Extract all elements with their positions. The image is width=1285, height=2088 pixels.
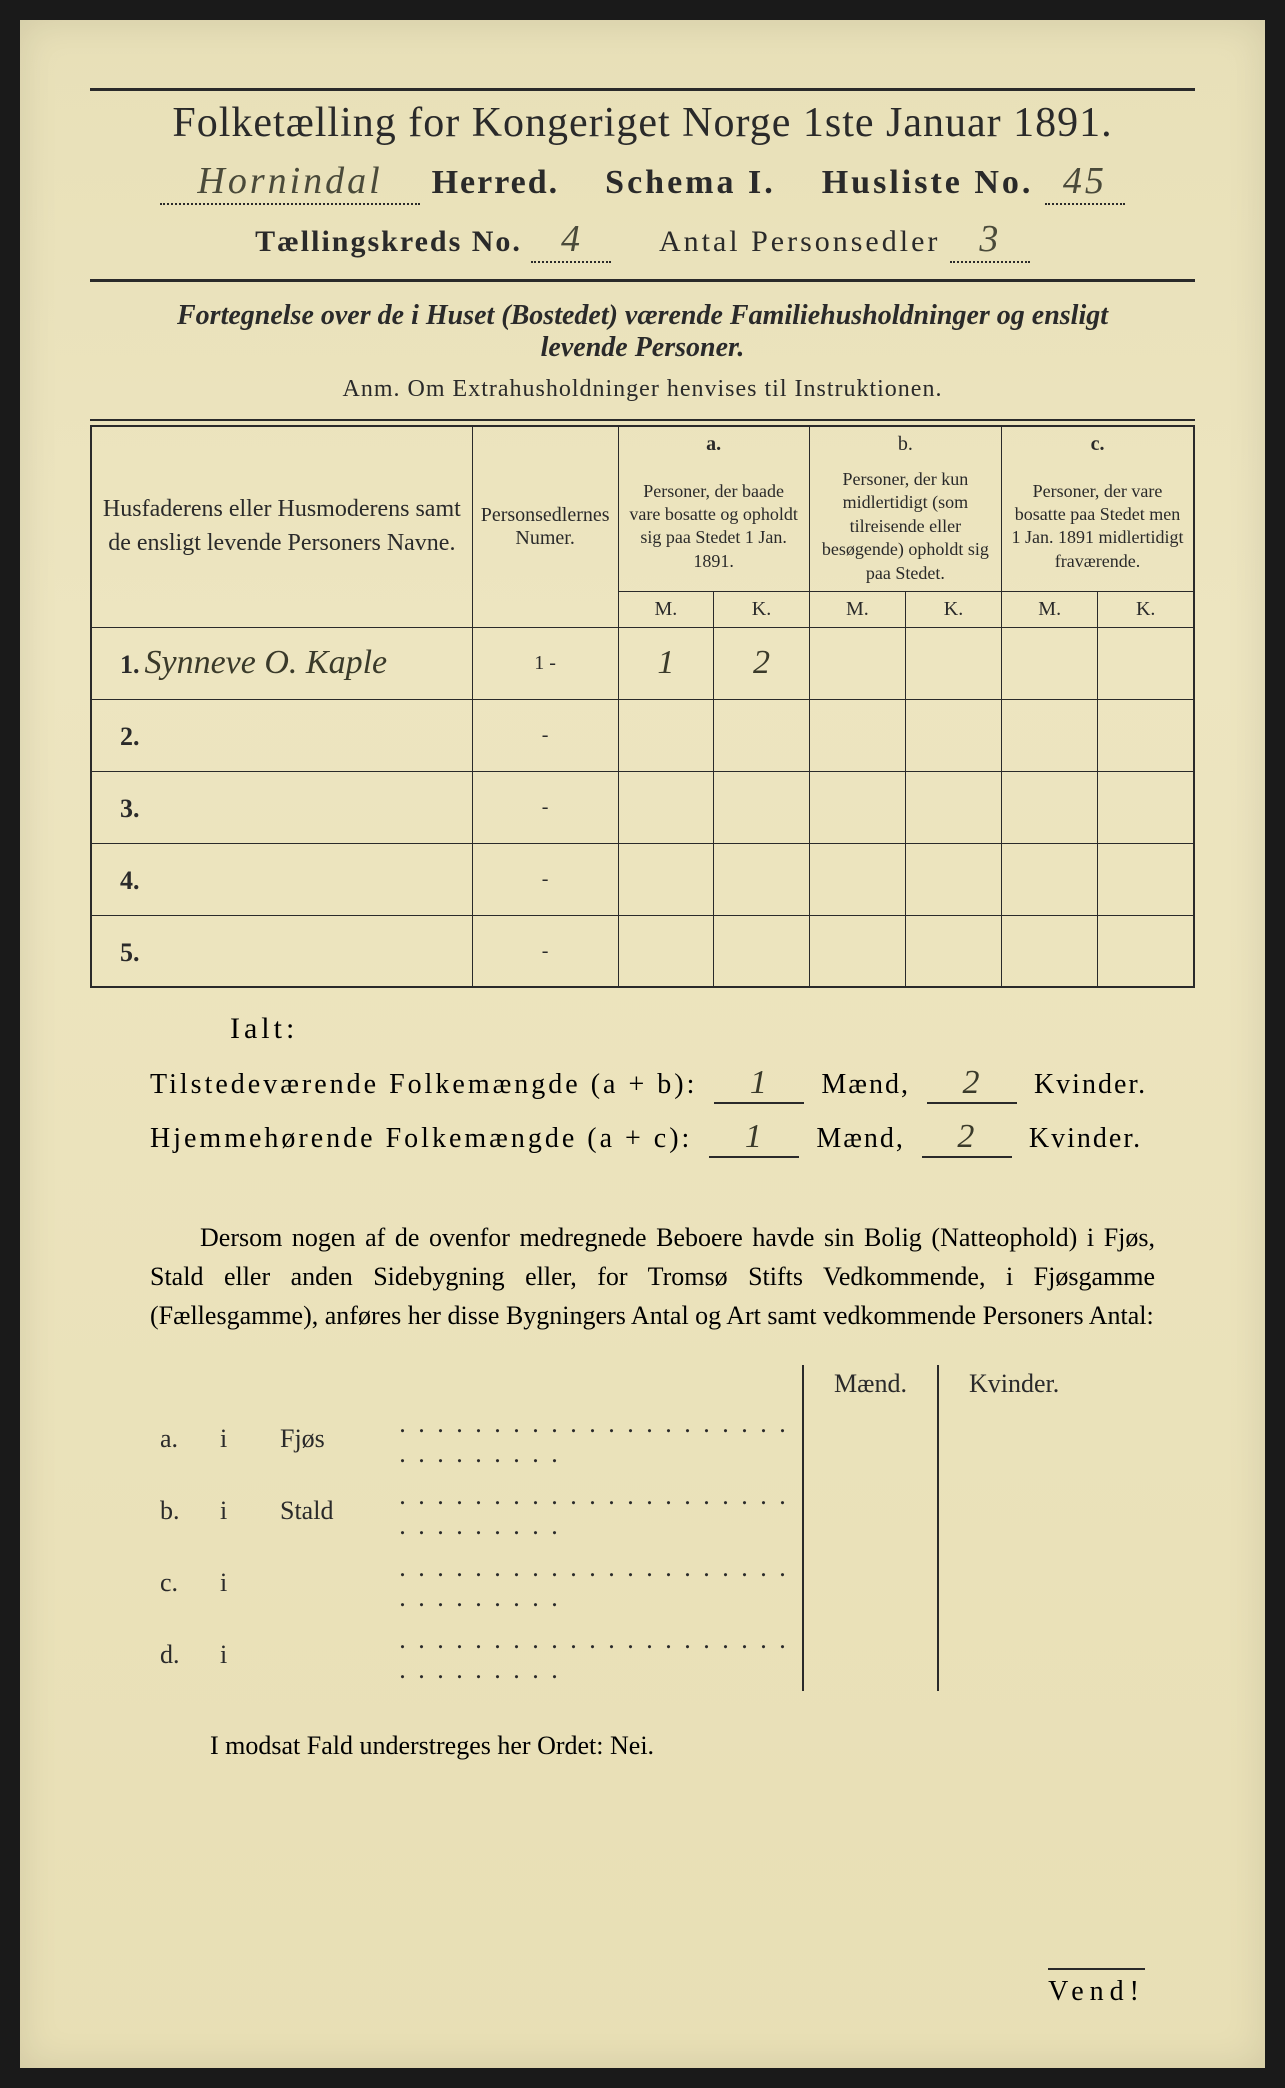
row-name-cell: 5. bbox=[91, 915, 472, 987]
table-row: 1. Synneve O. Kaple1 -12 bbox=[91, 627, 1194, 699]
row-c-k bbox=[1098, 771, 1194, 843]
col-numer: Personsedlernes Numer. bbox=[472, 426, 618, 627]
c-k: K. bbox=[1098, 591, 1194, 627]
buildings-table: Mænd. Kvinder. a.iFjøs. . . . . . . . . … bbox=[150, 1365, 1089, 1691]
row-b-m bbox=[809, 915, 905, 987]
row-name-cell: 4. bbox=[91, 843, 472, 915]
personsedler-label: Antal Personsedler bbox=[659, 225, 940, 258]
row-a-k: 2 bbox=[714, 627, 809, 699]
main-title: Folketælling for Kongeriget Norge 1ste J… bbox=[90, 99, 1195, 147]
row-b-k bbox=[905, 627, 1001, 699]
table-row: 2. - bbox=[91, 699, 1194, 771]
row-c-m bbox=[1002, 843, 1098, 915]
building-row: c.i. . . . . . . . . . . . . . . . . . .… bbox=[150, 1547, 1089, 1619]
bld-maend: Mænd. bbox=[803, 1365, 938, 1403]
col-a-text: Personer, der baade vare bosatte og opho… bbox=[618, 462, 809, 591]
kreds-value: 4 bbox=[531, 217, 611, 263]
table-row: 3. - bbox=[91, 771, 1194, 843]
row-a-m bbox=[618, 771, 714, 843]
row-numer: - bbox=[472, 771, 618, 843]
building-row: a.iFjøs. . . . . . . . . . . . . . . . .… bbox=[150, 1403, 1089, 1475]
row-b-k bbox=[905, 699, 1001, 771]
header-line-2: Hornindal Herred. Schema I. Husliste No.… bbox=[90, 159, 1195, 205]
row-c-k bbox=[1098, 699, 1194, 771]
anm-note: Anm. Om Extrahusholdninger henvises til … bbox=[90, 376, 1195, 403]
row-c-m bbox=[1002, 627, 1098, 699]
buildings-paragraph: Dersom nogen af de ovenfor medregnede Be… bbox=[150, 1218, 1155, 1335]
row-a-k bbox=[714, 915, 809, 987]
b-m: M. bbox=[809, 591, 905, 627]
row-a-k bbox=[714, 843, 809, 915]
row-c-m bbox=[1002, 771, 1098, 843]
modsat-line: I modsat Fald understreges her Ordet: Ne… bbox=[210, 1731, 1195, 1761]
col-b-text: Personer, der kun midlertidigt (som tilr… bbox=[809, 462, 1001, 591]
c-m: M. bbox=[1002, 591, 1098, 627]
row-b-k bbox=[905, 771, 1001, 843]
tilstede-k: 2 bbox=[927, 1064, 1017, 1104]
ialt-label: Ialt: bbox=[230, 1012, 1195, 1046]
personsedler-value: 3 bbox=[950, 217, 1030, 263]
bld-kvinder: Kvinder. bbox=[938, 1365, 1089, 1403]
col-a-label: a. bbox=[618, 426, 809, 462]
subtitle-line2: levende Personer. bbox=[541, 332, 745, 363]
row-c-k bbox=[1098, 627, 1194, 699]
row-a-m: 1 bbox=[618, 627, 714, 699]
subtitle-line1: Fortegnelse over de i Huset (Bostedet) v… bbox=[177, 300, 1108, 331]
hjemme-line: Hjemmehørende Folkemængde (a + c): 1 Mæn… bbox=[150, 1118, 1195, 1158]
row-name-cell: 1. Synneve O. Kaple bbox=[91, 627, 472, 699]
row-a-k bbox=[714, 699, 809, 771]
husliste-value: 45 bbox=[1045, 159, 1125, 205]
tilstede-line: Tilstedeværende Folkemængde (a + b): 1 M… bbox=[150, 1064, 1195, 1104]
row-name-cell: 3. bbox=[91, 771, 472, 843]
building-row: d.i. . . . . . . . . . . . . . . . . . .… bbox=[150, 1619, 1089, 1691]
row-a-k bbox=[714, 771, 809, 843]
building-row: b.iStald. . . . . . . . . . . . . . . . … bbox=[150, 1475, 1089, 1547]
schema-label: Schema I. bbox=[605, 164, 776, 201]
vend-label: Vend! bbox=[1048, 1968, 1145, 2008]
household-table: Husfaderens eller Husmoderens samt de en… bbox=[90, 425, 1195, 988]
row-b-m bbox=[809, 699, 905, 771]
col-names: Husfaderens eller Husmoderens samt de en… bbox=[91, 426, 472, 627]
row-b-m bbox=[809, 771, 905, 843]
col-c-label: c. bbox=[1002, 426, 1194, 462]
row-numer: - bbox=[472, 915, 618, 987]
table-row: 4. - bbox=[91, 843, 1194, 915]
row-b-m bbox=[809, 627, 905, 699]
kreds-label: Tællingskreds No. bbox=[255, 225, 522, 258]
herred-value: Hornindal bbox=[160, 159, 420, 205]
row-b-m bbox=[809, 843, 905, 915]
row-name-cell: 2. bbox=[91, 699, 472, 771]
row-c-k bbox=[1098, 915, 1194, 987]
row-a-m bbox=[618, 699, 714, 771]
row-c-m bbox=[1002, 699, 1098, 771]
rule-3 bbox=[90, 419, 1195, 421]
top-rule bbox=[90, 88, 1195, 91]
row-numer: 1 - bbox=[472, 627, 618, 699]
col-b-label: b. bbox=[809, 426, 1001, 462]
herred-label: Herred. bbox=[432, 164, 560, 201]
row-b-k bbox=[905, 915, 1001, 987]
a-m: M. bbox=[618, 591, 714, 627]
tilstede-m: 1 bbox=[714, 1064, 804, 1104]
hjemme-k: 2 bbox=[922, 1118, 1012, 1158]
table-row: 5. - bbox=[91, 915, 1194, 987]
subtitle: Fortegnelse over de i Huset (Bostedet) v… bbox=[90, 300, 1195, 364]
row-c-m bbox=[1002, 915, 1098, 987]
row-c-k bbox=[1098, 843, 1194, 915]
row-b-k bbox=[905, 843, 1001, 915]
b-k: K. bbox=[905, 591, 1001, 627]
a-k: K. bbox=[714, 591, 809, 627]
husliste-label: Husliste No. bbox=[822, 164, 1034, 201]
col-c-text: Personer, der vare bosatte paa Stedet me… bbox=[1002, 462, 1194, 591]
header-line-3: Tællingskreds No. 4 Antal Personsedler 3 bbox=[90, 217, 1195, 263]
row-a-m bbox=[618, 915, 714, 987]
hjemme-m: 1 bbox=[709, 1118, 799, 1158]
row-numer: - bbox=[472, 843, 618, 915]
row-numer: - bbox=[472, 699, 618, 771]
census-form-page: Folketælling for Kongeriget Norge 1ste J… bbox=[20, 20, 1265, 2068]
rule-2 bbox=[90, 279, 1195, 282]
row-a-m bbox=[618, 843, 714, 915]
